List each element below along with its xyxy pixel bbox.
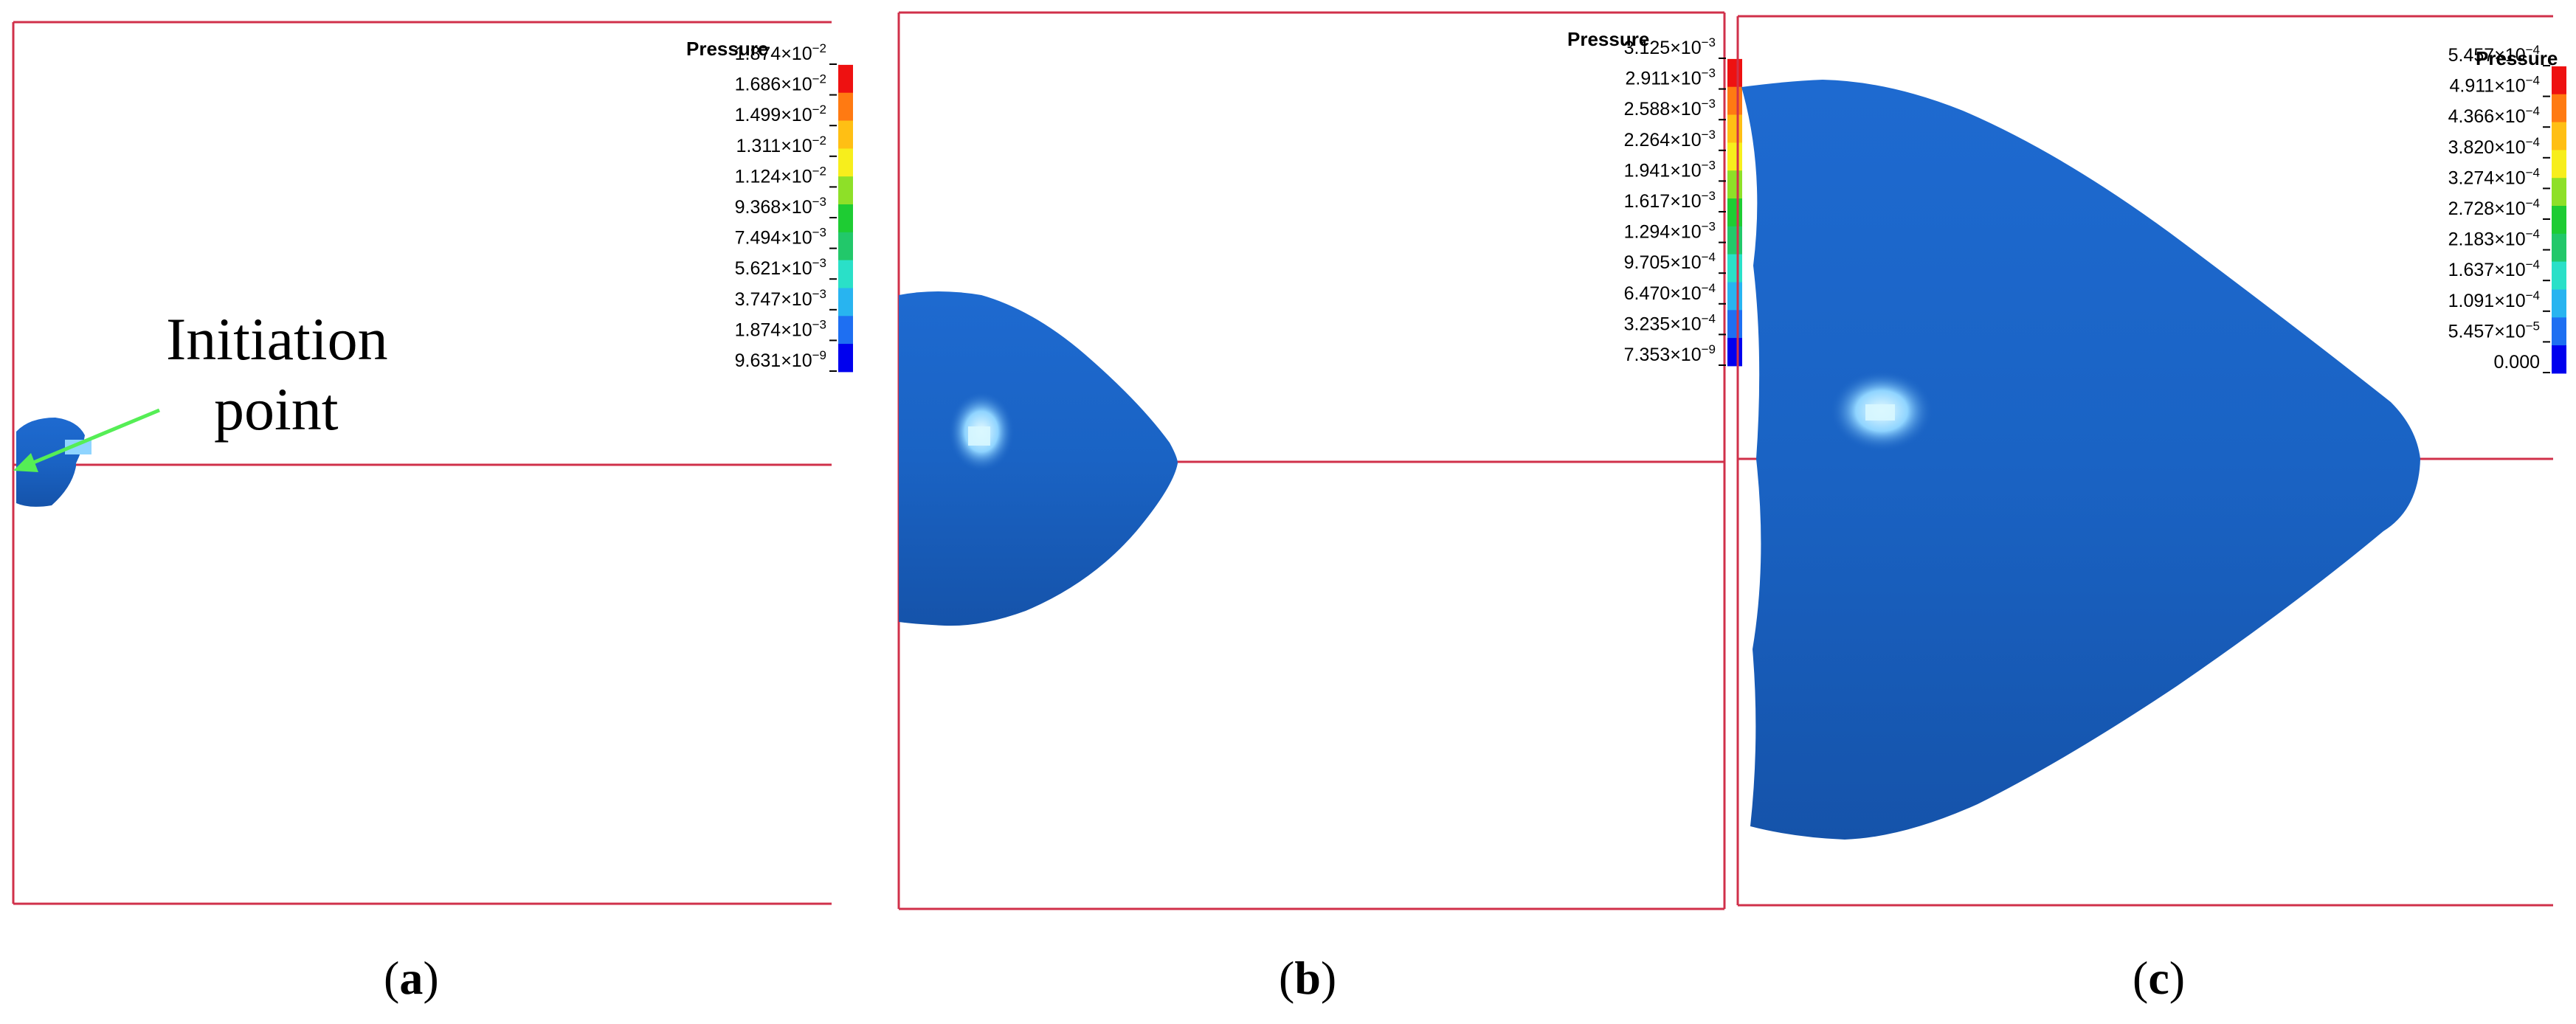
legend-color-swatch [2552, 94, 2566, 122]
legend-color-swatch [838, 120, 853, 149]
legend-color-swatch [1727, 198, 1742, 227]
legend-tick-label: 3.747×10−3 [735, 287, 826, 310]
legend-tick-label: 7.353×10−9 [1624, 342, 1716, 365]
legend-color-swatch [1727, 142, 1742, 171]
legend-color-swatch [838, 232, 853, 261]
caption-c: (c) [2133, 952, 2185, 1004]
pressure-blob-c [1741, 80, 2420, 840]
legend-color-swatch [2552, 317, 2566, 346]
legend-tick-label: 1.091×10−4 [2448, 288, 2540, 311]
caption-b: (b) [1279, 952, 1336, 1004]
legend-color-swatch [1727, 170, 1742, 199]
caption-letter-a: a [399, 952, 423, 1004]
legend-color-swatch [1727, 254, 1742, 283]
legend-color-swatch [838, 204, 853, 233]
legend-tick-label: 1.941×10−3 [1624, 158, 1716, 181]
legend-tick-label: 5.621×10−3 [735, 256, 826, 279]
pressure-blob-b [899, 291, 1178, 626]
annotation-line-2: point [214, 376, 339, 443]
legend-c: 5.457×10−4 4.911×10−4 4.366×10−4 3.820×10−4… [2448, 43, 2566, 374]
legend-color-swatch [2552, 66, 2566, 95]
legend-tick-label: 3.274×10−4 [2448, 165, 2540, 188]
legend-color-swatch [838, 176, 853, 205]
caption-a: (a) [384, 952, 439, 1004]
legend-tick-label: 1.124×10−2 [735, 164, 826, 187]
caption-letter-c: c [2148, 952, 2169, 1004]
legend-color-swatch [1727, 58, 1742, 88]
legend-tick-label: 1.874×10−3 [735, 317, 826, 340]
legend-a: 1.874×10−2 1.686×10−2 1.499×10−2 1.311×10−2… [735, 41, 853, 373]
legend-tick-label: 7.494×10−3 [735, 226, 826, 249]
legend-color-swatch [2552, 261, 2566, 290]
legend-color-swatch [2552, 289, 2566, 318]
arrow-icon [13, 408, 160, 472]
legend-color-swatch [838, 260, 853, 288]
legend-tick-label: 5.457×10−5 [2448, 319, 2540, 342]
legend-title-b: Pressure [1567, 28, 1649, 50]
legend-tick-label: 9.368×10−3 [735, 195, 826, 218]
legend-tick-label: 1.294×10−3 [1624, 220, 1716, 243]
pressure-hotspot-a [65, 440, 91, 454]
panel-b: 3.125×10−3 2.911×10−3 2.588×10−3 2.264×10−3… [897, 11, 1742, 910]
legend-color-swatch [2552, 178, 2566, 207]
legend-color-swatch [2552, 150, 2566, 179]
legend-color-swatch [2552, 122, 2566, 151]
panel-a: 1.874×10−2 1.686×10−2 1.499×10−2 1.311×10−2… [12, 21, 853, 905]
legend-tick-label: 2.183×10−4 [2448, 227, 2540, 250]
frame-a [12, 21, 832, 905]
legend-color-swatch [2552, 206, 2566, 235]
legend-tick-label: 1.637×10−4 [2448, 257, 2540, 280]
legend-color-swatch [2552, 345, 2566, 374]
legend-color-swatch [1727, 338, 1742, 367]
legend-title-a: Pressure [686, 38, 768, 60]
legend-color-swatch [1727, 282, 1742, 311]
legend-color-swatch [1727, 114, 1742, 143]
legend-tick-label: 9.705×10−4 [1624, 250, 1716, 273]
legend-tick-label: 4.911×10−4 [2449, 74, 2540, 97]
legend-tick-label: 0.000 [2493, 352, 2540, 373]
legend-tick-label: 1.311×10−2 [736, 134, 826, 156]
caption-letter-b: b [1294, 952, 1321, 1004]
legend-color-swatch [838, 316, 853, 345]
legend-tick-label: 2.728×10−4 [2448, 196, 2540, 219]
legend-color-swatch [838, 288, 853, 316]
legend-tick-label: 1.874×10−2 [735, 41, 826, 64]
legend-color-swatch [838, 64, 853, 94]
legend-tick-label: 9.631×10−9 [735, 348, 826, 371]
legend-tick-label: 3.125×10−3 [1624, 35, 1716, 58]
legend-color-swatch [838, 344, 853, 373]
legend-tick-label: 6.470×10−4 [1624, 281, 1716, 304]
legend-tick-label: 3.235×10−4 [1624, 311, 1716, 334]
legend-color-swatch [838, 148, 853, 177]
initiation-annotation: Initiation point [13, 305, 388, 472]
legend-tick-label: 2.588×10−3 [1624, 97, 1716, 120]
legend-color-swatch [1727, 310, 1742, 339]
legend-tick-label: 5.457×10−4 [2448, 43, 2540, 66]
legend-tick-label: 1.617×10−3 [1624, 189, 1716, 212]
legend-tick-label: 2.264×10−3 [1624, 128, 1716, 151]
legend-tick-label: 2.911×10−3 [1625, 66, 1716, 89]
legend-color-swatch [1727, 226, 1742, 255]
legend-color-swatch [2552, 233, 2566, 263]
legend-tick-label: 1.686×10−2 [735, 72, 826, 95]
annotation-line-1: Initiation [166, 305, 388, 373]
legend-color-swatch [838, 92, 853, 121]
legend-tick-label: 4.366×10−4 [2448, 104, 2540, 127]
legend-tick-label: 1.499×10−2 [735, 103, 826, 125]
legend-title-c: Pressure [2476, 47, 2558, 69]
legend-color-swatch [1727, 86, 1742, 115]
legend-tick-label: 3.820×10−4 [2448, 135, 2540, 158]
panel-c: 5.457×10−4 4.911×10−4 4.366×10−4 3.820×10−4… [1736, 15, 2566, 907]
